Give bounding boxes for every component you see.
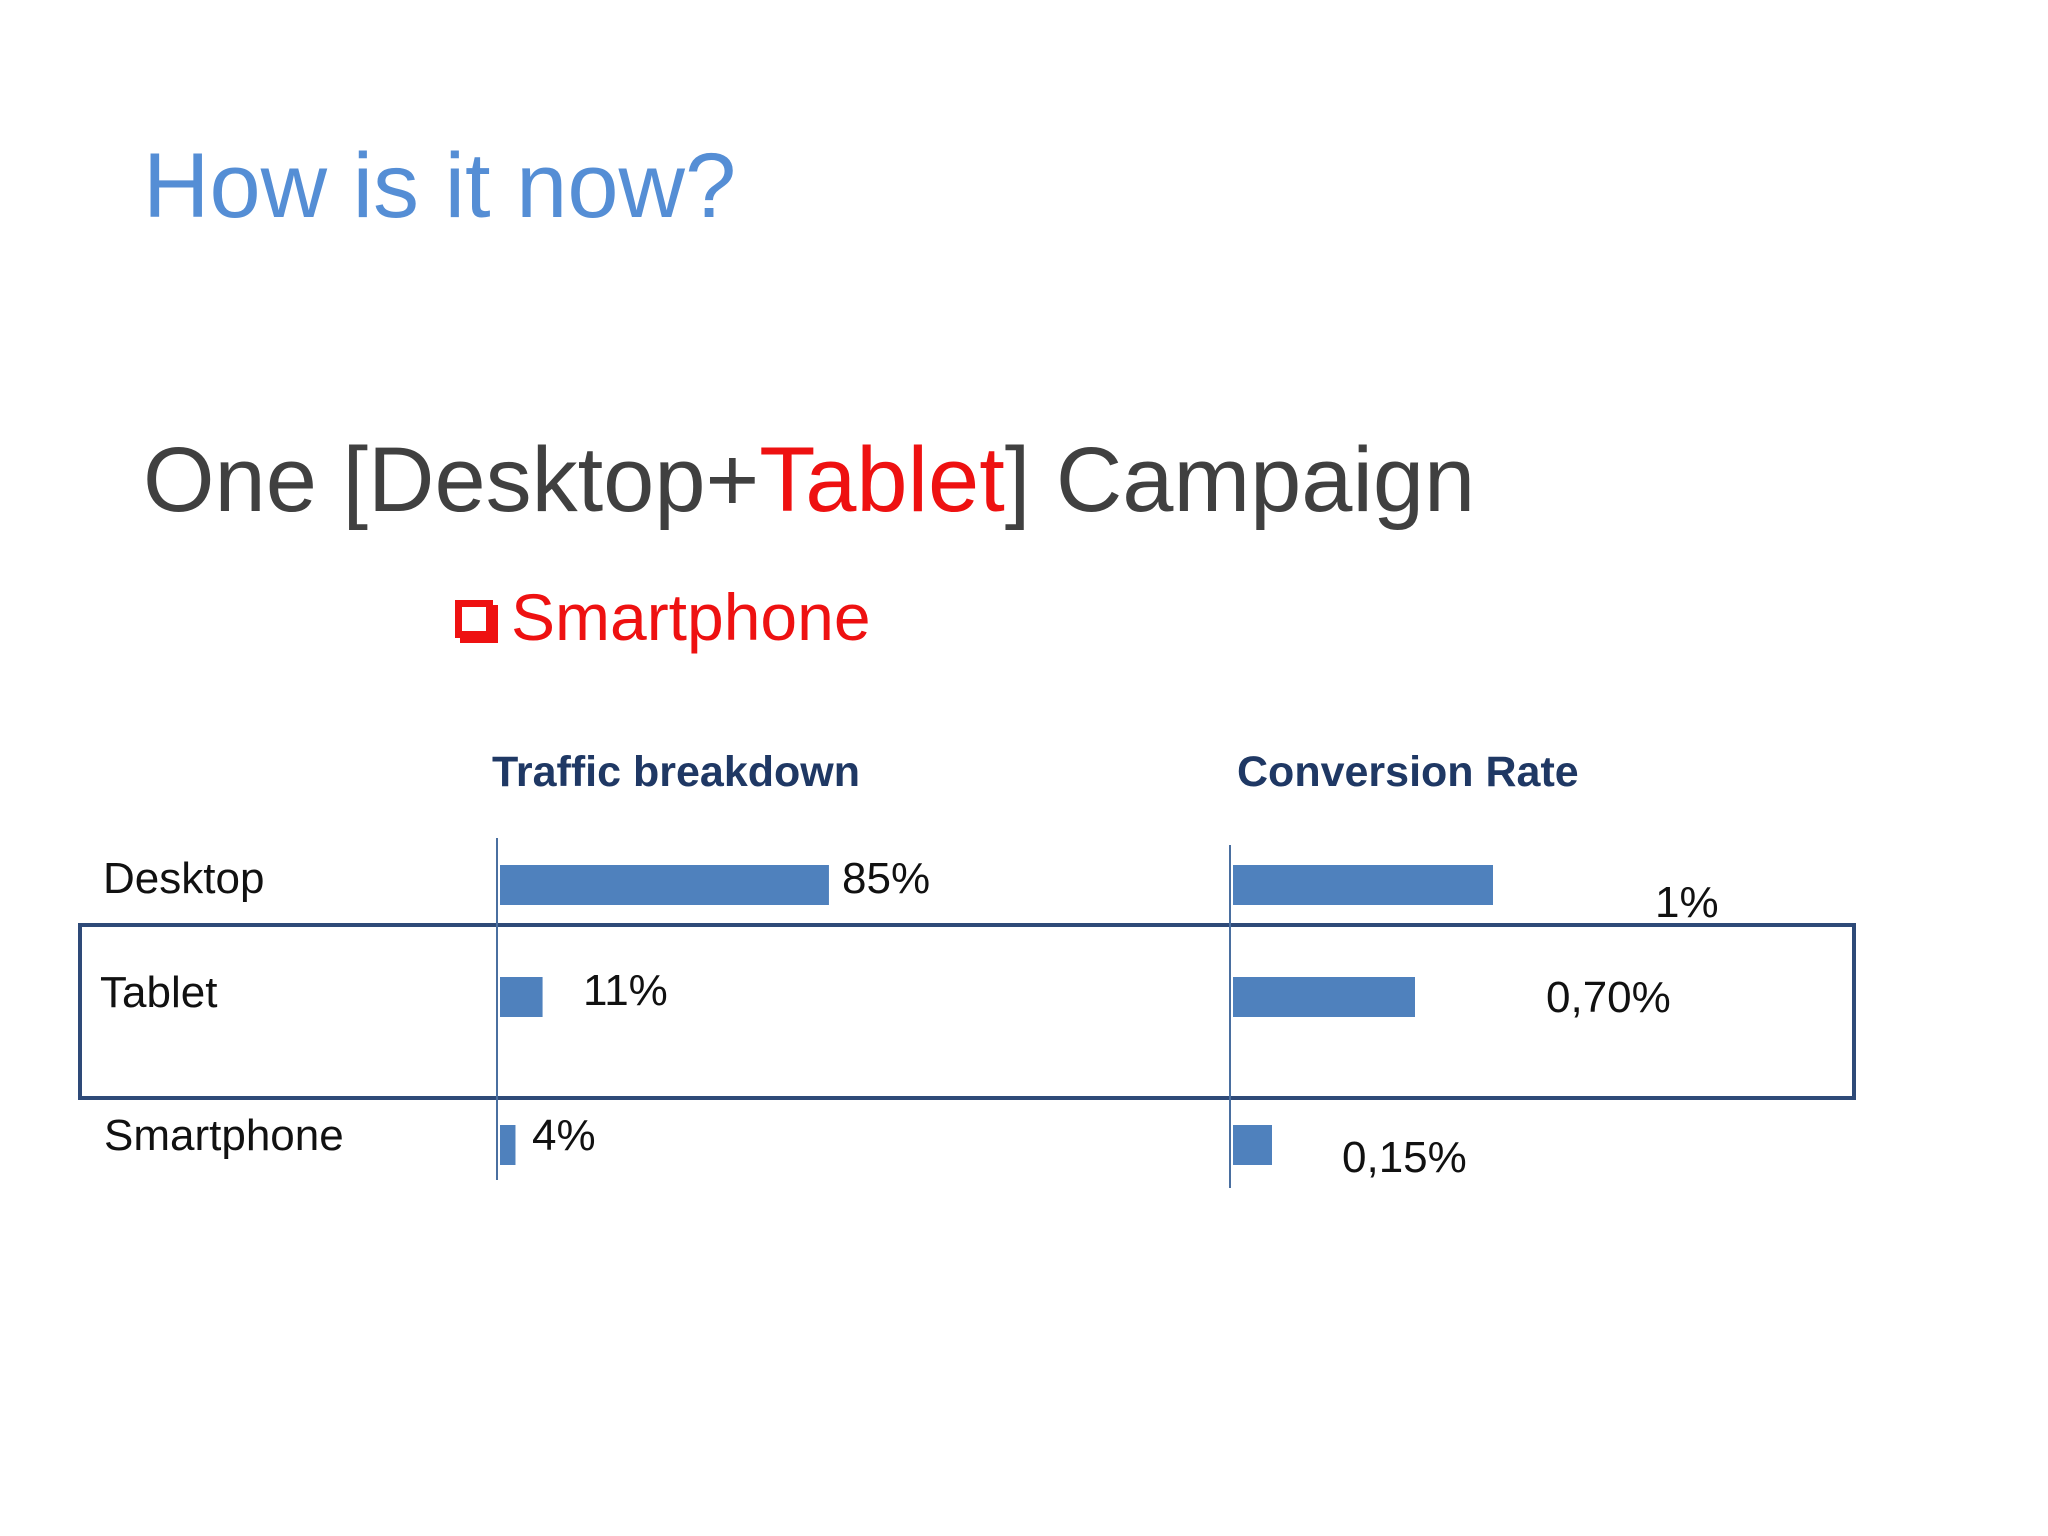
chart-root: Desktop Tablet Smartphone Traffic breakdown… <box>78 748 1856 1188</box>
conversion-rate-value-label-smartphone: 0,15% <box>1342 1133 1467 1182</box>
conversion-rate-bar-tablet <box>1233 977 1415 1017</box>
slide-title: How is it now? <box>143 135 737 237</box>
conversion-rate-bar-smartphone <box>1233 1125 1272 1165</box>
traffic-breakdown-value-label-tablet: 11% <box>583 966 668 1015</box>
category-label-desktop: Desktop <box>103 854 264 903</box>
conversion-rate-title: Conversion Rate <box>1237 748 1579 796</box>
traffic-breakdown-value-label-desktop: 85% <box>842 854 930 903</box>
traffic-breakdown-bar-desktop <box>500 865 829 905</box>
subtitle-suffix: ] Campaign <box>1004 429 1476 531</box>
traffic-breakdown-bar-tablet <box>500 977 543 1017</box>
category-label-tablet: Tablet <box>100 968 217 1017</box>
bullet-text: Smartphone <box>511 580 871 654</box>
conversion-rate-bar-desktop <box>1233 865 1493 905</box>
conversion-rate-value-label-tablet: 0,70% <box>1546 973 1671 1022</box>
campaign-subtitle: One [Desktop+Tablet] Campaign <box>143 434 1475 526</box>
category-label-smartphone: Smartphone <box>104 1111 344 1160</box>
traffic-breakdown-value-label-smartphone: 4% <box>532 1111 596 1160</box>
checkbox-icon <box>455 600 493 638</box>
traffic-breakdown-title: Traffic breakdown <box>492 748 860 796</box>
tablet-highlight-frame <box>78 923 1856 1100</box>
conversion-rate-value-label-desktop: 1% <box>1655 878 1719 927</box>
smartphone-bullet: Smartphone <box>455 584 871 650</box>
subtitle-prefix: One [Desktop+ <box>143 429 760 531</box>
subtitle-highlight: Tablet <box>759 429 1005 531</box>
traffic-breakdown-bar-smartphone <box>500 1125 516 1165</box>
